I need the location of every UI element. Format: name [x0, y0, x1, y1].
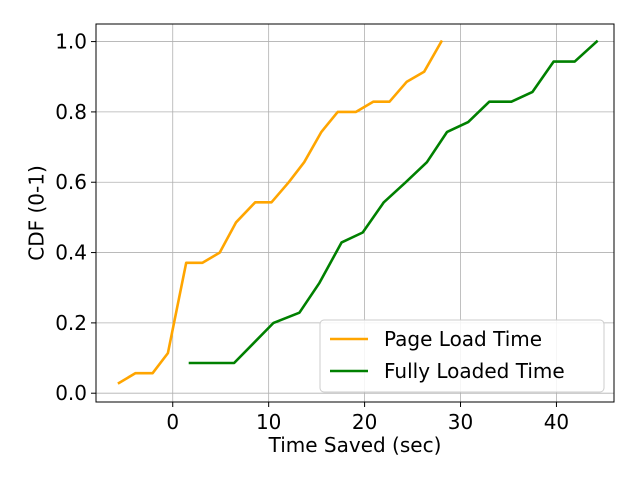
- y-tick-label: 1.0: [55, 30, 87, 54]
- grid-layer: [96, 24, 614, 402]
- plot-frame: [95, 23, 615, 403]
- legend-label-1: Fully Loaded Time: [384, 359, 565, 383]
- x-tick-label: 40: [544, 410, 569, 434]
- x-tick-label: 30: [448, 410, 473, 434]
- legend-box: [319, 319, 605, 393]
- legend-label-0: Page Load Time: [384, 327, 542, 351]
- y-axis-label: CDF (0-1): [25, 165, 49, 261]
- x-tick-label: 0: [166, 410, 179, 434]
- series-layer: [117, 39, 599, 385]
- x-tick-label: 20: [352, 410, 377, 434]
- y-tick-label: 0.8: [55, 100, 87, 124]
- x-axis-label: Time Saved (sec): [268, 433, 442, 457]
- x-tick-label: 10: [256, 410, 281, 434]
- tick-layer: 0 10 20 30 40 0.0 0.2 0.4 0.6 0.8 1.0: [55, 30, 569, 434]
- y-tick-label: 0.6: [55, 170, 87, 194]
- y-tick-label: 0.0: [55, 381, 87, 405]
- y-tick-label: 0.4: [55, 241, 87, 265]
- y-tick-label: 0.2: [55, 311, 87, 335]
- series-line-1: [188, 39, 599, 365]
- legend: Page Load Time Fully Loaded Time: [319, 319, 605, 393]
- series-line-0: [117, 39, 444, 385]
